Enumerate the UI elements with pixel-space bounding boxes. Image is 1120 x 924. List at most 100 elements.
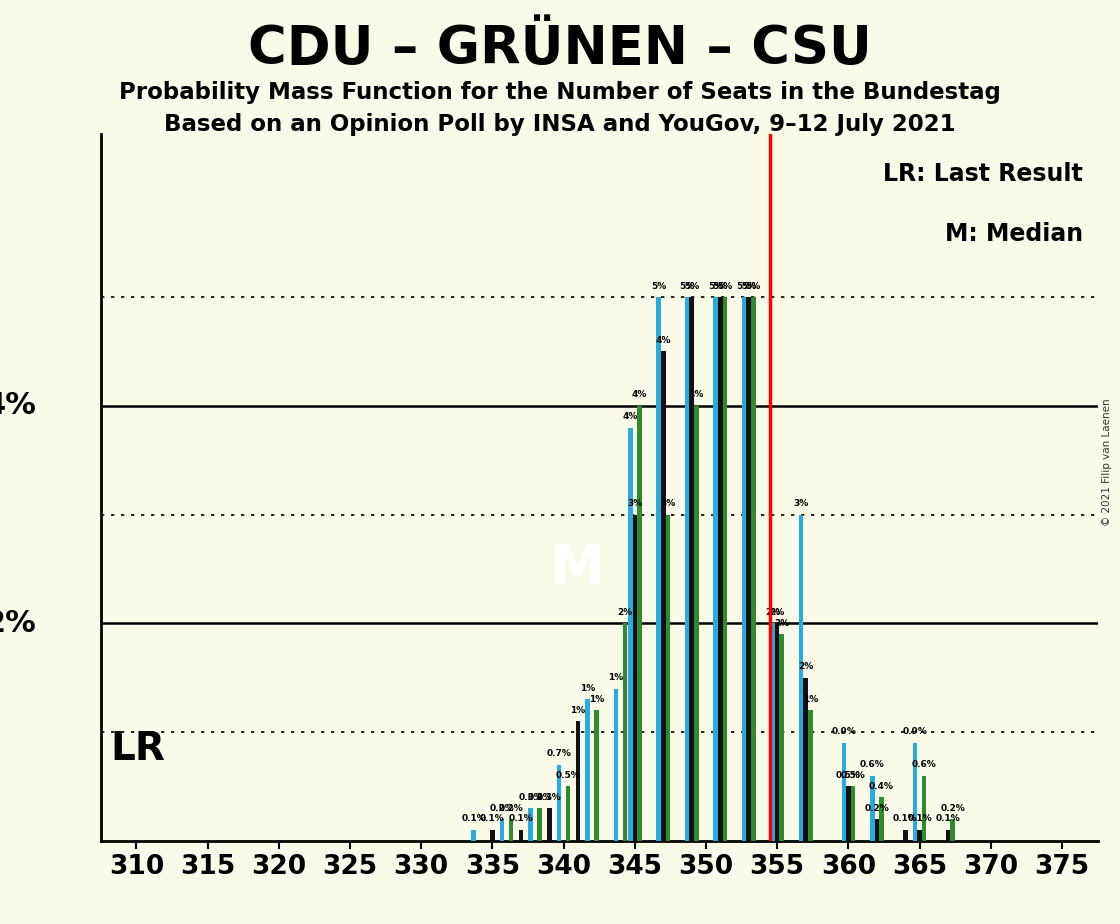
Text: © 2021 Filip van Laenen: © 2021 Filip van Laenen <box>1102 398 1112 526</box>
Bar <box>951 819 955 841</box>
Bar <box>913 743 917 841</box>
Text: 0.1%: 0.1% <box>461 814 486 823</box>
Text: 4%: 4% <box>655 336 671 345</box>
Bar <box>945 830 951 841</box>
Bar <box>775 624 780 841</box>
Bar <box>903 830 907 841</box>
Text: 5%: 5% <box>712 282 728 290</box>
Text: 2%: 2% <box>774 619 790 627</box>
Bar <box>519 830 523 841</box>
Text: 0.1%: 0.1% <box>935 814 961 823</box>
Bar <box>595 711 599 841</box>
Text: 5%: 5% <box>708 282 724 290</box>
Bar <box>851 786 856 841</box>
Text: 2%: 2% <box>765 608 781 617</box>
Bar <box>576 722 580 841</box>
Text: 0.1%: 0.1% <box>480 814 505 823</box>
Text: 0.2%: 0.2% <box>498 804 523 812</box>
Text: 2%: 2% <box>769 608 785 617</box>
Text: 0.1%: 0.1% <box>508 814 533 823</box>
Text: 0.7%: 0.7% <box>547 749 571 759</box>
Text: M: Median: M: Median <box>944 223 1083 247</box>
Bar <box>841 743 846 841</box>
Bar <box>665 515 670 841</box>
Text: 0.5%: 0.5% <box>556 771 580 780</box>
Bar <box>746 298 752 841</box>
Text: 1%: 1% <box>589 695 605 704</box>
Text: 4%: 4% <box>0 392 36 420</box>
Text: 2%: 2% <box>799 663 813 671</box>
Text: 5%: 5% <box>680 282 694 290</box>
Bar <box>538 808 542 841</box>
Bar <box>566 786 570 841</box>
Bar <box>722 298 727 841</box>
Bar <box>870 775 875 841</box>
Bar <box>713 298 718 841</box>
Bar <box>875 819 879 841</box>
Bar <box>508 819 513 841</box>
Text: Probability Mass Function for the Number of Seats in the Bundestag: Probability Mass Function for the Number… <box>119 81 1001 104</box>
Text: 1%: 1% <box>608 673 624 682</box>
Text: 4%: 4% <box>689 390 704 399</box>
Text: 1%: 1% <box>570 706 586 714</box>
Text: LR: LR <box>111 730 166 768</box>
Text: 0.2%: 0.2% <box>489 804 514 812</box>
Text: 1%: 1% <box>580 684 595 693</box>
Bar <box>771 624 775 841</box>
Bar <box>586 699 590 841</box>
Bar <box>799 515 803 841</box>
Text: 3%: 3% <box>627 499 643 508</box>
Text: 0.3%: 0.3% <box>528 793 552 802</box>
Bar <box>752 298 756 841</box>
Text: 0.5%: 0.5% <box>841 771 866 780</box>
Bar <box>656 298 661 841</box>
Text: 0.5%: 0.5% <box>836 771 861 780</box>
Text: 0.4%: 0.4% <box>869 782 894 791</box>
Text: 5%: 5% <box>717 282 732 290</box>
Bar <box>694 406 699 841</box>
Text: 0.2%: 0.2% <box>941 804 965 812</box>
Bar <box>661 351 665 841</box>
Bar <box>547 808 552 841</box>
Text: M: M <box>550 542 606 596</box>
Text: 4%: 4% <box>623 412 638 421</box>
Bar <box>491 830 495 841</box>
Bar <box>472 830 476 841</box>
Bar <box>529 808 533 841</box>
Text: CDU – GRÜNEN – CSU: CDU – GRÜNEN – CSU <box>248 23 872 75</box>
Text: 0.1%: 0.1% <box>893 814 917 823</box>
Text: 2%: 2% <box>0 609 36 638</box>
Text: 4%: 4% <box>632 390 647 399</box>
Bar <box>741 298 746 841</box>
Text: 3%: 3% <box>793 499 809 508</box>
Text: 0.3%: 0.3% <box>519 793 543 802</box>
Text: 3%: 3% <box>660 499 675 508</box>
Bar <box>623 624 627 841</box>
Text: 5%: 5% <box>737 282 752 290</box>
Bar <box>780 634 784 841</box>
Bar <box>917 830 922 841</box>
Text: 0.6%: 0.6% <box>912 760 936 769</box>
Bar <box>628 428 633 841</box>
Text: 0.1%: 0.1% <box>907 814 932 823</box>
Text: 0.3%: 0.3% <box>536 793 562 802</box>
Text: 0.9%: 0.9% <box>903 727 927 736</box>
Text: 0.9%: 0.9% <box>831 727 857 736</box>
Bar <box>846 786 851 841</box>
Text: Based on an Opinion Poll by INSA and YouGov, 9–12 July 2021: Based on an Opinion Poll by INSA and You… <box>165 113 955 136</box>
Bar <box>633 515 637 841</box>
Text: 5%: 5% <box>651 282 666 290</box>
Bar <box>803 677 808 841</box>
Text: LR: Last Result: LR: Last Result <box>883 163 1083 187</box>
Bar <box>718 298 722 841</box>
Bar <box>690 298 694 841</box>
Text: 5%: 5% <box>684 282 699 290</box>
Text: 1%: 1% <box>803 695 818 704</box>
Bar <box>685 298 690 841</box>
Text: 0.2%: 0.2% <box>865 804 889 812</box>
Bar <box>614 688 618 841</box>
Bar <box>500 819 504 841</box>
Text: 5%: 5% <box>746 282 760 290</box>
Text: 0.6%: 0.6% <box>860 760 885 769</box>
Text: 2%: 2% <box>617 608 633 617</box>
